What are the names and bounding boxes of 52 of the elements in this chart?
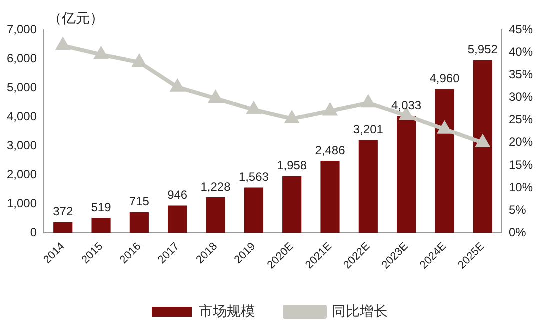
point xyxy=(209,92,222,104)
bar xyxy=(282,176,302,234)
y-tick-label: 0 xyxy=(30,225,38,240)
y-tick-label: 7,000 xyxy=(7,22,38,36)
bar xyxy=(54,222,73,234)
y-axis-title: （亿元） xyxy=(48,10,104,26)
y2-tick-label: 10% xyxy=(508,180,534,194)
y2-tick-label: 20% xyxy=(508,135,534,150)
y-tick-label: 3,000 xyxy=(7,138,38,152)
y2-tick-label: 40% xyxy=(508,44,534,59)
data-label: 1,958 xyxy=(277,158,308,173)
bar xyxy=(92,218,111,234)
y2-tick-label: 45% xyxy=(508,22,534,36)
y-tick-label: 2,000 xyxy=(7,167,38,182)
y2-tick-label: 0% xyxy=(508,225,527,240)
data-label: 5,952 xyxy=(468,42,498,57)
data-label: 1,228 xyxy=(200,180,232,194)
data-label: 3,201 xyxy=(353,122,384,137)
data-label: 946 xyxy=(168,188,188,202)
point xyxy=(324,104,337,116)
y-tick-label: 6,000 xyxy=(7,51,38,66)
data-label: 4,960 xyxy=(430,72,460,86)
data-label: 519 xyxy=(91,200,112,214)
y2-tick-label: 35% xyxy=(508,67,534,82)
bar xyxy=(130,212,149,234)
point xyxy=(248,102,260,114)
y2-tick-label: 25% xyxy=(508,112,534,127)
bar xyxy=(320,161,340,234)
y2-tick-label: 30% xyxy=(508,90,534,104)
bar xyxy=(473,60,492,234)
y-tick-label: 5,000 xyxy=(7,80,38,94)
point xyxy=(286,112,298,124)
data-label: 2,486 xyxy=(315,143,346,158)
bar xyxy=(397,116,416,234)
bar xyxy=(206,198,226,234)
y2-tick-label: 5% xyxy=(508,202,527,217)
bar xyxy=(358,140,378,234)
data-label: 715 xyxy=(129,194,150,209)
legend-label: 同比增长 xyxy=(332,302,388,319)
bar xyxy=(435,89,454,234)
data-label: 4,033 xyxy=(392,98,422,112)
y2-tick-label: 15% xyxy=(508,158,534,172)
data-label: 1,563 xyxy=(238,170,270,184)
y-tick-label: 4,000 xyxy=(7,109,38,124)
point xyxy=(171,80,184,92)
bar xyxy=(244,188,264,234)
data-label: 372 xyxy=(53,204,74,219)
y-tick-label: 1,000 xyxy=(7,196,38,210)
bar xyxy=(168,206,188,234)
legend-label: 市场规模 xyxy=(199,302,255,319)
point xyxy=(438,122,452,134)
point xyxy=(94,48,108,60)
